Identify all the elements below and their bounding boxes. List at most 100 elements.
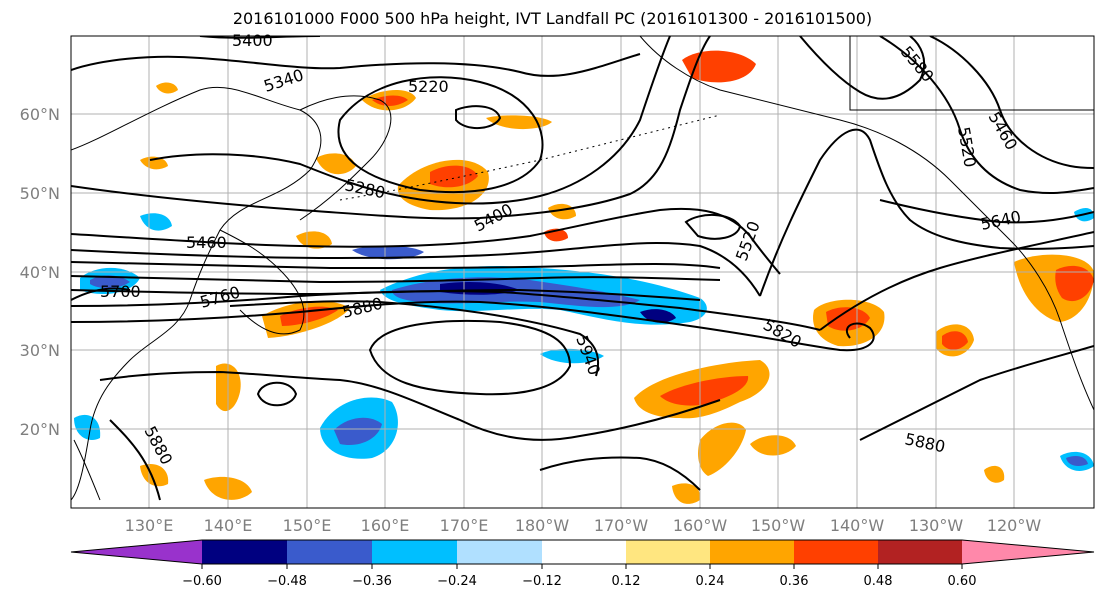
colorbar-tick-label: 0.24: [696, 574, 725, 589]
positive-anomaly-bering-core: [372, 95, 408, 106]
coast-canada-border: [849, 36, 1094, 111]
positive-anomaly-japan-sea: [296, 231, 332, 249]
coast-philippines: [73, 439, 101, 501]
contour-5640-west: [71, 275, 721, 284]
lon-tick-label: 160°E: [361, 516, 410, 535]
negative-anomaly-east-core: [1066, 456, 1088, 466]
coast-alaska: [639, 36, 1011, 241]
contour-label: 5400: [232, 31, 273, 50]
lat-tick-label: 60°N: [20, 105, 60, 124]
positive-anomaly-hawaii-ne-core: [826, 307, 870, 331]
negative-anomaly-south-core: [334, 417, 382, 446]
colorbar-tick-label: −0.12: [522, 574, 562, 589]
colorbar-segment: [457, 540, 542, 564]
contour-5520-low-east: [684, 213, 742, 240]
contour-5220-small: [455, 105, 502, 129]
colorbar-tick-label: −0.24: [437, 574, 477, 589]
negative-anomaly-west-core: [90, 275, 130, 289]
contour-label: 5220: [408, 77, 449, 96]
positive-anomaly-southwest-ocean: [140, 464, 169, 487]
contour-5460-alaska: [929, 36, 1094, 169]
contour-5820: [71, 300, 875, 352]
contour-5280: [149, 36, 671, 205]
coast-kamchatka: [299, 95, 392, 221]
positive-anomaly-far-south: [672, 483, 701, 504]
contour-5760: [71, 290, 821, 331]
positive-anomaly-kamchatka: [316, 153, 356, 175]
contour-5640-east: [879, 199, 1094, 224]
colorbar-tick-label: 0.12: [612, 574, 641, 589]
lon-tick-label: 170°W: [594, 516, 649, 535]
lon-axis: 130°E 140°E 150°E 160°E 170°E 180°W 170°…: [125, 516, 1042, 535]
colorbar-tick-label: −0.48: [267, 574, 307, 589]
lon-tick-label: 160°W: [673, 516, 728, 535]
coastlines: [71, 36, 1094, 501]
contour-5520-alaska: [879, 36, 1094, 195]
colorbar-tick-label: 0.36: [780, 574, 809, 589]
contour-5880-southcentral: [539, 456, 701, 491]
contour-5880-southeast: [859, 345, 1094, 441]
lon-tick-label: 170°E: [440, 516, 489, 535]
lat-axis: 60°N 50°N 40°N 30°N 20°N: [20, 105, 60, 439]
colorbar-extend-right: [962, 540, 1094, 564]
lat-tick-label: 20°N: [20, 420, 60, 439]
lon-tick-label: 140°W: [830, 516, 885, 535]
lon-tick-label: 140°E: [204, 516, 253, 535]
colorbar-segment: [710, 540, 794, 564]
contour-5880-southwest: [109, 419, 161, 501]
contour-5880: [229, 300, 599, 377]
height-contours: [71, 36, 1094, 501]
colorbar-segment: [287, 540, 372, 564]
colorbar-tick-label: −0.60: [182, 574, 222, 589]
lat-tick-label: 50°N: [20, 184, 60, 203]
contour-5400-mid: [71, 36, 711, 220]
colorbar-extend-left: [71, 540, 202, 564]
positive-anomaly-california-core: [1055, 265, 1094, 302]
contour-5940-high: [368, 319, 572, 396]
lat-tick-label: 30°N: [20, 341, 60, 360]
positive-anomaly-nw-small: [156, 82, 178, 94]
contour-5880-small-high: [256, 381, 298, 407]
contour-5880-south: [99, 370, 721, 441]
map-frame: [70, 35, 1095, 509]
contour-5820-ridge: [759, 128, 1094, 297]
colorbar-segment: [794, 540, 878, 564]
lat-tick-label: 40°N: [20, 263, 60, 282]
positive-anomaly-aleutian-core: [430, 165, 478, 188]
contour-5580-alaska: [799, 36, 926, 100]
coast-asia: [71, 86, 322, 501]
lon-tick-label: 150°W: [751, 516, 806, 535]
colorbar-segment: [372, 540, 457, 564]
coast-north-america: [1009, 239, 1094, 411]
chart-title: 2016101000 F000 500 hPa height, IVT Land…: [232, 9, 873, 28]
positive-anomaly-southeast: [750, 435, 796, 456]
colorbar-tick-label: 0.48: [864, 574, 893, 589]
contour-label: 5700: [100, 282, 141, 301]
contour-5340: [71, 53, 641, 77]
negative-anomaly-central: [540, 348, 604, 364]
colorbar-ticks: [201, 564, 963, 569]
positive-anomaly-se-coast-core: [942, 331, 968, 350]
contour-5580-west: [71, 261, 721, 270]
colorbar: −0.60 −0.48 −0.36 −0.24 −0.12 0.12 0.24 …: [70, 539, 1095, 589]
lon-tick-label: 120°W: [987, 516, 1042, 535]
positive-anomaly-se-small: [984, 465, 1005, 483]
contour-5880-east: [819, 231, 1094, 331]
contour-5220-low: [337, 76, 544, 194]
lon-tick-label: 180°W: [515, 516, 570, 535]
positive-anomaly-nw-small-2: [140, 156, 168, 170]
colorbar-segment: [542, 540, 626, 564]
positive-anomaly-midlat-east: [548, 203, 576, 220]
colorbar-segment: [878, 540, 962, 564]
lon-tick-label: 130°W: [909, 516, 964, 535]
coast-japan: [219, 229, 305, 335]
colorbar-tick-label: −0.36: [352, 574, 392, 589]
colorbar-segment: [626, 540, 710, 564]
colorbar-segment: [202, 540, 287, 564]
contour-5520-trough: [71, 242, 761, 297]
contour-label: 5460: [186, 233, 227, 252]
negative-anomaly-japan: [140, 213, 172, 231]
negative-anomaly-northpacific: [352, 245, 424, 260]
lon-tick-label: 130°E: [125, 516, 174, 535]
